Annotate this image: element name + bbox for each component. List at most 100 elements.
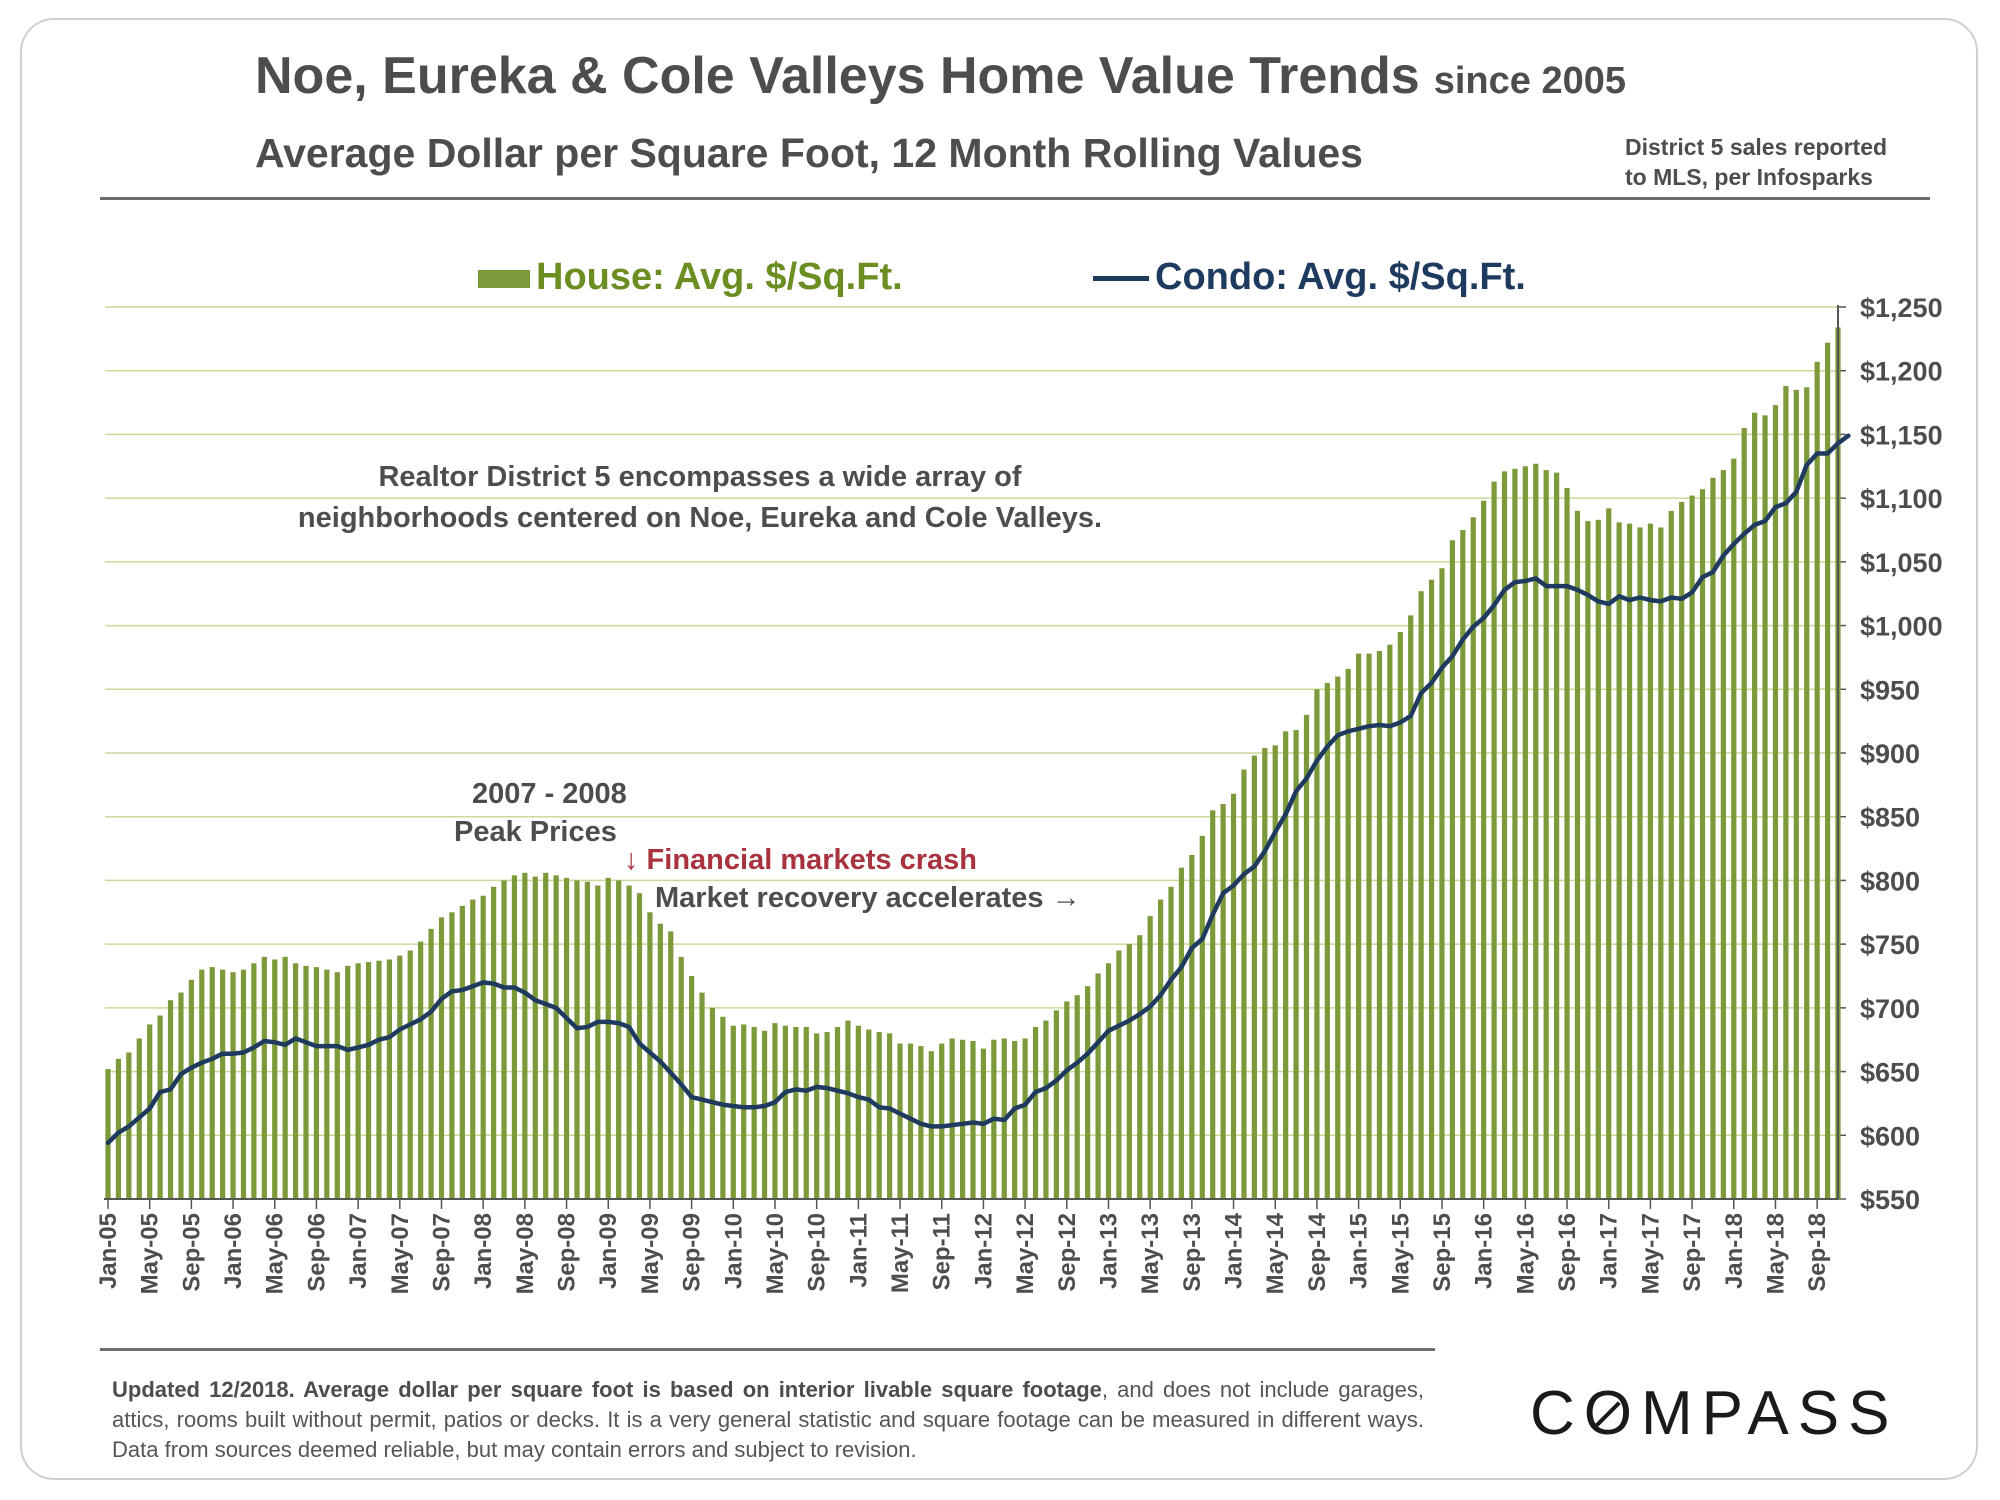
house-bar bbox=[647, 912, 653, 1199]
house-bar bbox=[1126, 944, 1132, 1199]
y-tick-label: $750 bbox=[1860, 930, 1920, 960]
house-bar bbox=[720, 1016, 726, 1199]
house-bar bbox=[188, 979, 194, 1199]
house-bar bbox=[1251, 755, 1257, 1199]
x-tick-label: Sep-16 bbox=[1554, 1213, 1581, 1292]
house-bar bbox=[511, 875, 518, 1199]
footnote: Updated 12/2018. Average dollar per squa… bbox=[112, 1375, 1424, 1465]
y-tick-label: $650 bbox=[1860, 1058, 1920, 1088]
house-bar bbox=[1668, 510, 1674, 1199]
district-annotation-line: Realtor District 5 encompasses a wide ar… bbox=[378, 461, 1022, 493]
legend-house-label: House: Avg. $/Sq.Ft. bbox=[536, 256, 903, 298]
house-bar bbox=[1824, 342, 1831, 1199]
y-tick-label: $900 bbox=[1860, 739, 1920, 769]
house-bar bbox=[490, 886, 497, 1199]
x-tick-label: Jan-06 bbox=[220, 1213, 247, 1289]
house-bar bbox=[334, 972, 340, 1199]
house-bar bbox=[616, 880, 622, 1199]
house-bar bbox=[1022, 1038, 1028, 1199]
x-tick-label: May-10 bbox=[762, 1213, 789, 1294]
house-bar bbox=[1147, 916, 1153, 1199]
x-tick-label: May-06 bbox=[262, 1213, 289, 1294]
x-tick-label: May-09 bbox=[637, 1213, 664, 1294]
x-tick-label: Sep-18 bbox=[1804, 1213, 1831, 1292]
house-bar bbox=[459, 905, 465, 1199]
house-bar bbox=[1772, 405, 1779, 1199]
x-tick-label: Jan-08 bbox=[470, 1213, 497, 1289]
house-bar bbox=[605, 877, 611, 1199]
x-tick-label: Jan-13 bbox=[1095, 1213, 1122, 1289]
x-tick-label: Jan-18 bbox=[1721, 1213, 1748, 1289]
house-bar bbox=[292, 963, 299, 1199]
x-tick-label: Sep-12 bbox=[1054, 1213, 1081, 1292]
house-bar bbox=[1574, 510, 1581, 1199]
house-bar bbox=[1658, 527, 1664, 1199]
house-bar bbox=[1053, 1010, 1059, 1199]
house-bar bbox=[532, 876, 538, 1199]
y-tick-label: $1,050 bbox=[1860, 548, 1943, 578]
x-tick-label: May-11 bbox=[887, 1213, 914, 1293]
house-bar bbox=[939, 1043, 945, 1199]
peak-annotation-years: 2007 - 2008 bbox=[472, 778, 627, 810]
house-bar bbox=[1533, 463, 1539, 1199]
house-bar bbox=[1178, 867, 1185, 1199]
house-bar bbox=[1804, 387, 1810, 1199]
house-bar bbox=[1689, 495, 1695, 1199]
house-bar bbox=[1085, 986, 1091, 1199]
logo-letters: MPASS bbox=[1641, 1379, 1899, 1448]
x-tick-label: Jan-16 bbox=[1471, 1213, 1498, 1289]
house-bar bbox=[1731, 458, 1737, 1199]
house-bar bbox=[1095, 973, 1101, 1199]
x-tick-label: May-05 bbox=[137, 1213, 164, 1294]
house-bar bbox=[959, 1039, 966, 1199]
house-bar bbox=[1137, 935, 1143, 1199]
x-tick-label: May-07 bbox=[387, 1213, 414, 1294]
x-tick-label: Sep-17 bbox=[1679, 1213, 1706, 1292]
house-bar bbox=[1501, 471, 1508, 1200]
x-tick-label: Sep-07 bbox=[428, 1213, 455, 1292]
house-bar bbox=[376, 960, 382, 1199]
district-annotation: Realtor District 5 encompasses a wide ar… bbox=[160, 457, 1240, 539]
x-tick-label: May-18 bbox=[1762, 1213, 1789, 1294]
source-note-line: to MLS, per Infosparks bbox=[1625, 164, 1873, 190]
house-bar bbox=[261, 956, 267, 1199]
house-bar bbox=[1449, 540, 1456, 1199]
house-bar bbox=[855, 1025, 861, 1199]
house-bar bbox=[553, 875, 559, 1199]
title-suffix: since 2005 bbox=[1433, 60, 1626, 102]
house-bar bbox=[282, 956, 288, 1199]
house-bar bbox=[1387, 644, 1393, 1199]
x-tick-label: Jan-07 bbox=[345, 1213, 372, 1289]
house-bar bbox=[1699, 489, 1706, 1199]
y-tick-label: $1,250 bbox=[1860, 293, 1943, 323]
house-bar bbox=[501, 880, 507, 1199]
house-bar bbox=[1324, 682, 1330, 1199]
house-bar bbox=[1616, 522, 1622, 1199]
house-bar bbox=[1626, 523, 1633, 1199]
x-tick-label: May-13 bbox=[1137, 1213, 1164, 1294]
house-bar bbox=[845, 1020, 851, 1199]
house-bar bbox=[1439, 568, 1445, 1199]
house-bar bbox=[772, 1023, 778, 1199]
x-tick-label: May-08 bbox=[512, 1213, 539, 1294]
x-tick-label: Jan-14 bbox=[1221, 1212, 1248, 1289]
house-bar bbox=[1710, 477, 1716, 1199]
house-bar bbox=[1564, 487, 1570, 1199]
footnote-rest: , and does not include garages, attics, … bbox=[112, 1377, 1424, 1462]
house-bar bbox=[1116, 950, 1122, 1199]
x-tick-label: Sep-13 bbox=[1179, 1213, 1206, 1292]
house-bar bbox=[1189, 854, 1195, 1199]
house-bar bbox=[1418, 591, 1424, 1199]
house-bar bbox=[105, 1069, 111, 1199]
x-tick-label: Jan-11 bbox=[845, 1213, 872, 1288]
house-bar bbox=[1408, 615, 1414, 1199]
house-bar bbox=[1460, 530, 1466, 1199]
house-bar bbox=[1595, 519, 1601, 1199]
x-tick-label: Jan-09 bbox=[595, 1213, 622, 1289]
house-bar bbox=[1512, 468, 1518, 1199]
house-bar bbox=[386, 959, 392, 1199]
house-bar bbox=[1647, 523, 1654, 1199]
house-bar bbox=[157, 1015, 163, 1199]
house-bar bbox=[167, 1000, 174, 1199]
